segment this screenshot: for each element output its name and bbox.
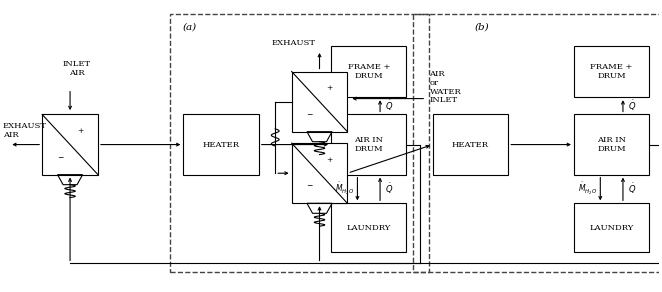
Text: INLET
AIR: INLET AIR (63, 60, 91, 77)
Bar (170, 14, 430, 272)
Text: HEATER: HEATER (203, 140, 240, 149)
Bar (331, 203, 406, 252)
Text: $\dot{M}_{H_2O}$: $\dot{M}_{H_2O}$ (578, 181, 597, 197)
Text: (a): (a) (183, 23, 197, 32)
Bar (183, 114, 259, 175)
Text: AIR IN
DRUM: AIR IN DRUM (597, 136, 626, 154)
Text: −: − (307, 182, 312, 190)
Bar (413, 14, 662, 272)
Text: EXHAUST: EXHAUST (271, 39, 315, 47)
Text: $\dot{Q}$: $\dot{Q}$ (385, 98, 394, 113)
Text: +: + (326, 156, 333, 164)
Text: $\dot{Q}$: $\dot{Q}$ (385, 182, 394, 197)
Text: +: + (326, 84, 333, 92)
Bar (574, 203, 649, 252)
Text: FRAME +
DRUM: FRAME + DRUM (348, 62, 390, 80)
Bar (292, 143, 348, 203)
Text: AIR IN
DRUM: AIR IN DRUM (354, 136, 383, 154)
Text: FRAME +
DRUM: FRAME + DRUM (591, 62, 633, 80)
Text: HEATER: HEATER (452, 140, 489, 149)
Bar (574, 46, 649, 97)
Text: LAUNDRY: LAUNDRY (589, 224, 634, 232)
Text: AIR
or
WATER
INLET: AIR or WATER INLET (430, 70, 461, 105)
Bar (433, 114, 508, 175)
Bar (42, 114, 98, 175)
Text: (b): (b) (475, 23, 489, 32)
Text: $\dot{Q}$: $\dot{Q}$ (628, 98, 636, 113)
Bar (331, 46, 406, 97)
Text: −: − (307, 111, 312, 119)
Text: $\dot{Q}$: $\dot{Q}$ (628, 182, 636, 197)
Bar (331, 114, 406, 175)
Text: +: + (77, 127, 83, 135)
Bar (292, 72, 348, 132)
Text: LAUNDRY: LAUNDRY (347, 224, 391, 232)
Text: EXHAUST
AIR: EXHAUST AIR (3, 122, 47, 139)
Text: $\dot{M}_{H_2O}$: $\dot{M}_{H_2O}$ (335, 181, 354, 197)
Bar (574, 114, 649, 175)
Text: −: − (57, 154, 63, 162)
